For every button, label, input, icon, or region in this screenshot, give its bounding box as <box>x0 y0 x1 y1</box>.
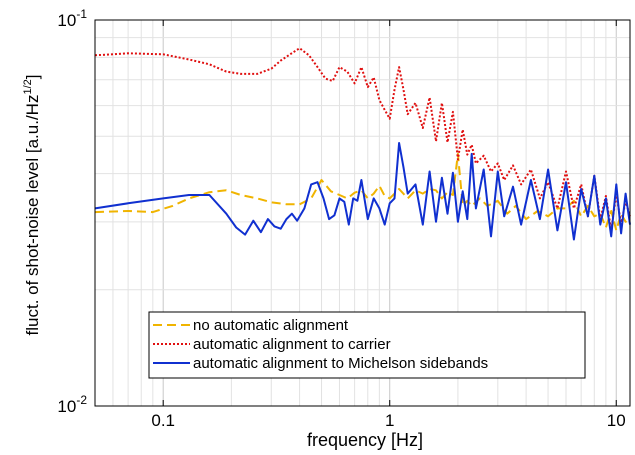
legend-box <box>148 311 586 379</box>
x-tick-label: 1 <box>385 411 394 430</box>
y-tick-label: 10-2 <box>57 393 87 416</box>
series-line-3 <box>94 142 631 241</box>
y-axis-label: fluct. of shot-noise level [a.u./Hz1/2] <box>22 75 42 336</box>
series-layer <box>94 47 631 241</box>
series-line-2 <box>94 47 631 232</box>
plot-frame <box>94 19 631 407</box>
legend-label: automatic alignment to carrier <box>193 336 391 353</box>
y-tick-label: 10-1 <box>57 7 87 30</box>
x-tick-label: 0.1 <box>151 411 175 430</box>
legend: no automatic alignment automatic alignmen… <box>148 311 586 379</box>
x-axis-label: frequency [Hz] <box>307 430 423 450</box>
x-tick-label: 10 <box>607 411 626 430</box>
legend-label: automatic alignment to Michelson sideban… <box>193 355 488 372</box>
legend-label: no automatic alignment <box>193 317 349 334</box>
ticks: 0.1 1 10 10-1 10-2 <box>57 7 630 430</box>
